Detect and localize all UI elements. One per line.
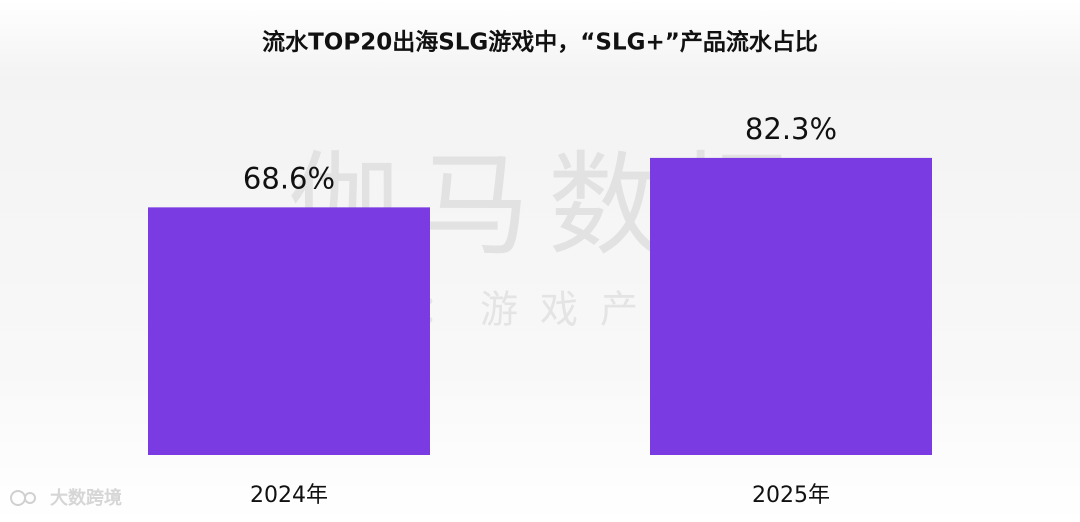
x-tick-label: 2025年 [752,483,830,508]
x-tick-label: 2024年 [250,483,328,508]
logo: 大数跨境 [10,487,122,509]
bar [148,207,430,455]
chart-title: 流水TOP20出海SLG游戏中，“SLG+”产品流水占比 [262,29,818,56]
value-label: 82.3% [745,112,837,146]
value-label: 68.6% [243,161,335,195]
logo-icon [24,492,36,504]
logo-text: 大数跨境 [50,487,122,509]
bar [650,157,932,455]
